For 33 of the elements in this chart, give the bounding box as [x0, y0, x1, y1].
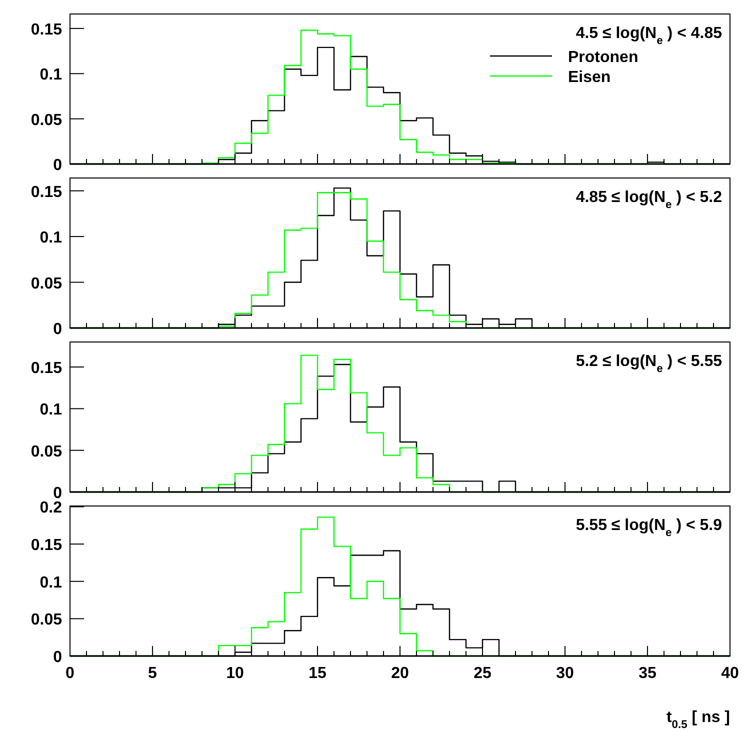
y-tick-label: 0.05: [30, 612, 62, 629]
y-tick-label: 0.15: [30, 184, 62, 201]
x-tick-label: 25: [474, 665, 492, 682]
y-tick-label: 0.05: [30, 112, 62, 129]
text: 5.2 ≤ log(N$_{e}$ ) < 5.55: [576, 353, 722, 375]
x-tick-label: 5: [148, 665, 158, 682]
x-tick-label: 40: [721, 665, 739, 682]
y-tick-label: 0.1: [40, 230, 62, 247]
x-tick-label: 35: [638, 665, 656, 682]
y-tick-label: 0.1: [40, 574, 62, 592]
y-tick-label: 0.2: [40, 500, 62, 517]
y-tick-label: 0.1: [40, 66, 62, 84]
y-tick-label: 0: [53, 485, 62, 502]
x-axis-title: t$_{0.5}$ [ ns ]: [666, 709, 730, 731]
legend-label: Eisen: [568, 69, 611, 86]
y-tick-label: 0: [53, 321, 62, 338]
y-tick-label: 0.15: [30, 537, 62, 554]
y-tick-label: 0.15: [30, 360, 62, 377]
text: 4.85 ≤ log(N$_{e}$ ) < 5.2: [576, 189, 722, 211]
y-tick-label: 0.05: [30, 275, 62, 292]
x-tick-label: 0: [66, 665, 75, 682]
y-tick-label: 0: [53, 157, 62, 174]
text: 5.55 ≤ log(N$_{e}$ ) < 5.9: [576, 517, 722, 539]
y-tick-label: 0.05: [30, 443, 62, 460]
legend-label: Protonen: [568, 49, 638, 66]
x-tick-label: 15: [308, 665, 326, 682]
text: 4.5 ≤ log(N$_{e}$ ) < 4.85: [576, 25, 722, 47]
x-tick-label: 10: [226, 665, 244, 682]
y-tick-label: 0.1: [40, 402, 62, 419]
y-tick-label: 0.15: [30, 21, 62, 38]
y-tick-label: 0: [53, 649, 62, 666]
x-tick-label: 30: [556, 665, 574, 682]
x-tick-label: 20: [391, 665, 409, 682]
